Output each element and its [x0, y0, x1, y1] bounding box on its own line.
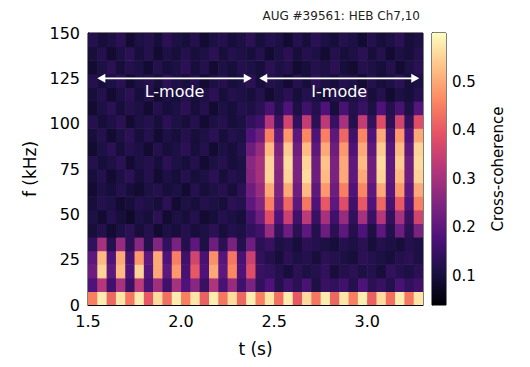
svg-text:1.5: 1.5	[75, 312, 100, 331]
svg-text:f (kHz): f (kHz)	[20, 141, 40, 197]
svg-text:2.5: 2.5	[261, 312, 286, 331]
svg-text:100: 100	[49, 114, 80, 133]
svg-text:2.0: 2.0	[168, 312, 193, 331]
svg-text:50: 50	[60, 205, 80, 224]
svg-text:0.3: 0.3	[452, 170, 476, 188]
svg-text:0.1: 0.1	[452, 267, 476, 285]
svg-text:Cross-coherence: Cross-coherence	[489, 107, 507, 232]
svg-text:I-mode: I-mode	[311, 82, 367, 101]
svg-text:25: 25	[60, 250, 80, 269]
svg-text:125: 125	[49, 69, 80, 88]
svg-text:0.4: 0.4	[452, 121, 476, 139]
svg-text:3.0: 3.0	[354, 312, 379, 331]
svg-text:0.5: 0.5	[452, 73, 476, 91]
svg-text:0.2: 0.2	[452, 218, 476, 236]
svg-text:AUG #39561: HEB Ch7,10: AUG #39561: HEB Ch7,10	[262, 9, 420, 23]
svg-text:150: 150	[49, 24, 80, 43]
svg-text:t (s): t (s)	[238, 339, 272, 359]
svg-text:0: 0	[69, 295, 80, 315]
svg-text:75: 75	[60, 160, 80, 179]
svg-text:L-mode: L-mode	[145, 82, 205, 101]
